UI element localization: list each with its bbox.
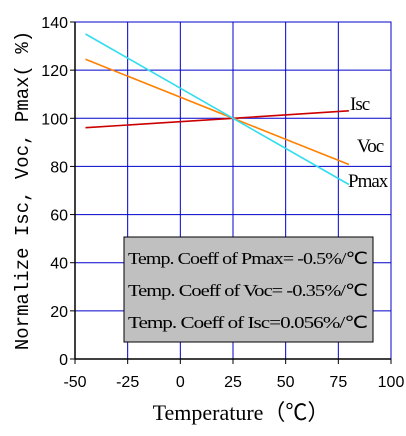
y-tick-label: 100 bbox=[41, 111, 68, 128]
series-label-pmax: Pmax bbox=[348, 171, 389, 192]
x-tick-label: 25 bbox=[224, 374, 242, 391]
x-tick-label: 75 bbox=[329, 374, 347, 391]
annotation-line: Temp. Coeff of Pmax= -0.5%/℃ bbox=[128, 249, 367, 268]
series-line-pmax bbox=[85, 33, 350, 186]
x-tick-label: -50 bbox=[63, 374, 86, 391]
annotation-box bbox=[123, 236, 374, 343]
x-tick-label: 0 bbox=[176, 374, 185, 391]
y-tick-label: 120 bbox=[41, 63, 68, 80]
x-tick-label: -25 bbox=[116, 374, 139, 391]
annotation-line: Temp. Coeff of Isc=0.056%/℃ bbox=[128, 313, 367, 332]
series-label-isc: Isc bbox=[350, 94, 370, 115]
annotation-line: Temp. Coeff of Voc= -0.35%/℃ bbox=[128, 281, 367, 300]
y-tick-label: 20 bbox=[50, 304, 68, 321]
y-tick-label: 140 bbox=[41, 15, 68, 32]
series-label-voc: Voc bbox=[357, 136, 384, 157]
y-tick-label: 60 bbox=[50, 208, 68, 225]
x-tick-label: 100 bbox=[378, 374, 405, 391]
x-tick-label: 50 bbox=[277, 374, 295, 391]
y-tick-label: 0 bbox=[59, 352, 68, 369]
y-axis-title: Normalize Isc, Voc, Pmax( %) bbox=[12, 31, 34, 350]
y-tick-label: 40 bbox=[50, 256, 68, 273]
x-axis-title: Temperature（℃） bbox=[153, 400, 330, 425]
y-tick-label: 80 bbox=[50, 159, 68, 176]
